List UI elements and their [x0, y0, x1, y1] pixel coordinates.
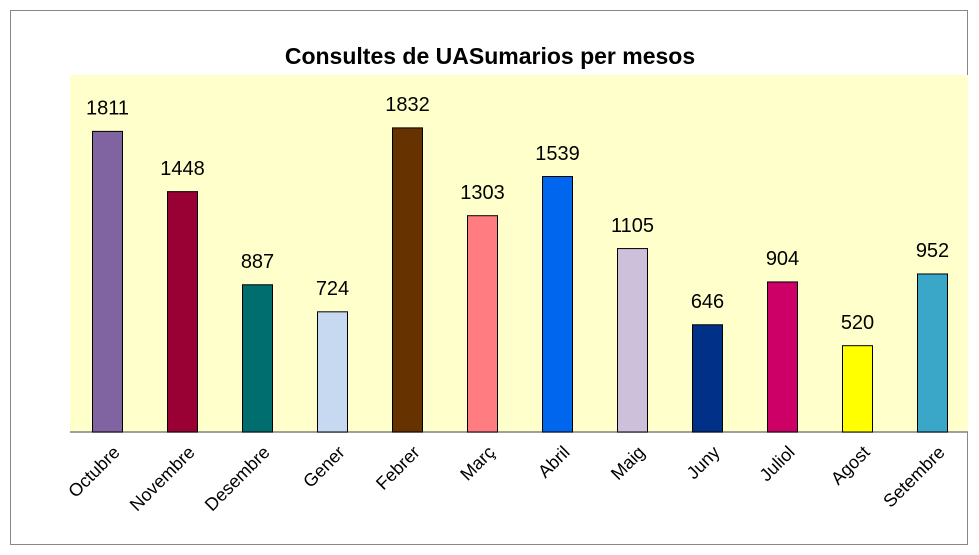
bar	[392, 127, 423, 433]
data-label: 724	[316, 278, 349, 300]
bar	[542, 176, 573, 433]
bar	[617, 248, 648, 433]
data-label: 1303	[460, 182, 505, 204]
bar	[167, 191, 198, 433]
data-label: 904	[766, 248, 799, 270]
data-label: 520	[841, 312, 874, 334]
data-label: 1105	[611, 215, 654, 237]
bar	[692, 324, 723, 433]
data-label: 887	[241, 251, 274, 273]
bar	[767, 281, 798, 433]
bar	[467, 215, 498, 433]
plot-area	[70, 75, 968, 432]
data-label: 646	[691, 291, 724, 313]
data-label: 1811	[86, 98, 129, 120]
data-label: 1832	[385, 94, 430, 116]
bar	[317, 311, 348, 433]
data-label: 1448	[160, 158, 205, 180]
bar	[242, 284, 273, 433]
chart-title: Consultes de UASumarios per mesos	[285, 43, 695, 69]
bar	[92, 130, 123, 433]
data-label: 952	[916, 240, 949, 262]
bar	[842, 345, 873, 433]
bar	[917, 273, 948, 433]
data-label: 1539	[535, 143, 580, 165]
